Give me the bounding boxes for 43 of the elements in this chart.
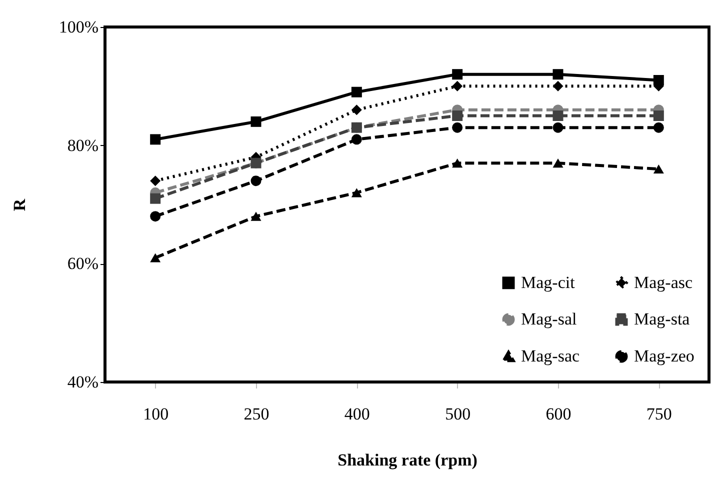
point (452, 69, 463, 80)
point (552, 80, 564, 92)
legend-label: Mag-sal (521, 310, 577, 328)
point (250, 176, 262, 186)
point (351, 86, 362, 98)
legend-label: Mag-sac (521, 346, 580, 366)
y-axis-title: R (10, 198, 29, 212)
point (552, 110, 564, 121)
point (351, 188, 362, 198)
legend-label: Mag-asc (634, 272, 693, 292)
point (150, 193, 161, 204)
x-tick-label: 500 (445, 404, 471, 424)
point (150, 176, 161, 186)
x-tick-label: 400 (344, 404, 370, 424)
x-tick-label: 600 (546, 404, 572, 424)
point (552, 122, 564, 133)
legend-label: Mag-zeo (634, 346, 694, 366)
legend-label: Mag-cit (521, 272, 576, 292)
point (552, 158, 564, 168)
point (150, 253, 161, 262)
y-tick-label: 60% (67, 254, 98, 274)
y-tick-label: 80% (67, 136, 98, 155)
point (150, 211, 161, 222)
point (351, 104, 362, 116)
legend-label: Mag-sta (634, 310, 690, 328)
point (250, 116, 262, 127)
point (552, 69, 564, 80)
x-axis-title: Shaking rate (rpm) (338, 450, 478, 470)
point (150, 134, 161, 145)
point (653, 164, 664, 174)
y-tick-label: 100% (58, 18, 98, 36)
point (250, 212, 262, 221)
point (653, 122, 664, 133)
point (351, 134, 362, 145)
point (452, 122, 463, 133)
x-tick-label: 250 (244, 404, 270, 424)
point (653, 110, 664, 121)
x-tick-label: 100 (143, 404, 169, 424)
y-tick-label: 40% (67, 372, 98, 392)
x-tick-label: 750 (646, 404, 672, 424)
point (452, 110, 463, 121)
point (452, 158, 463, 168)
point (452, 80, 463, 92)
